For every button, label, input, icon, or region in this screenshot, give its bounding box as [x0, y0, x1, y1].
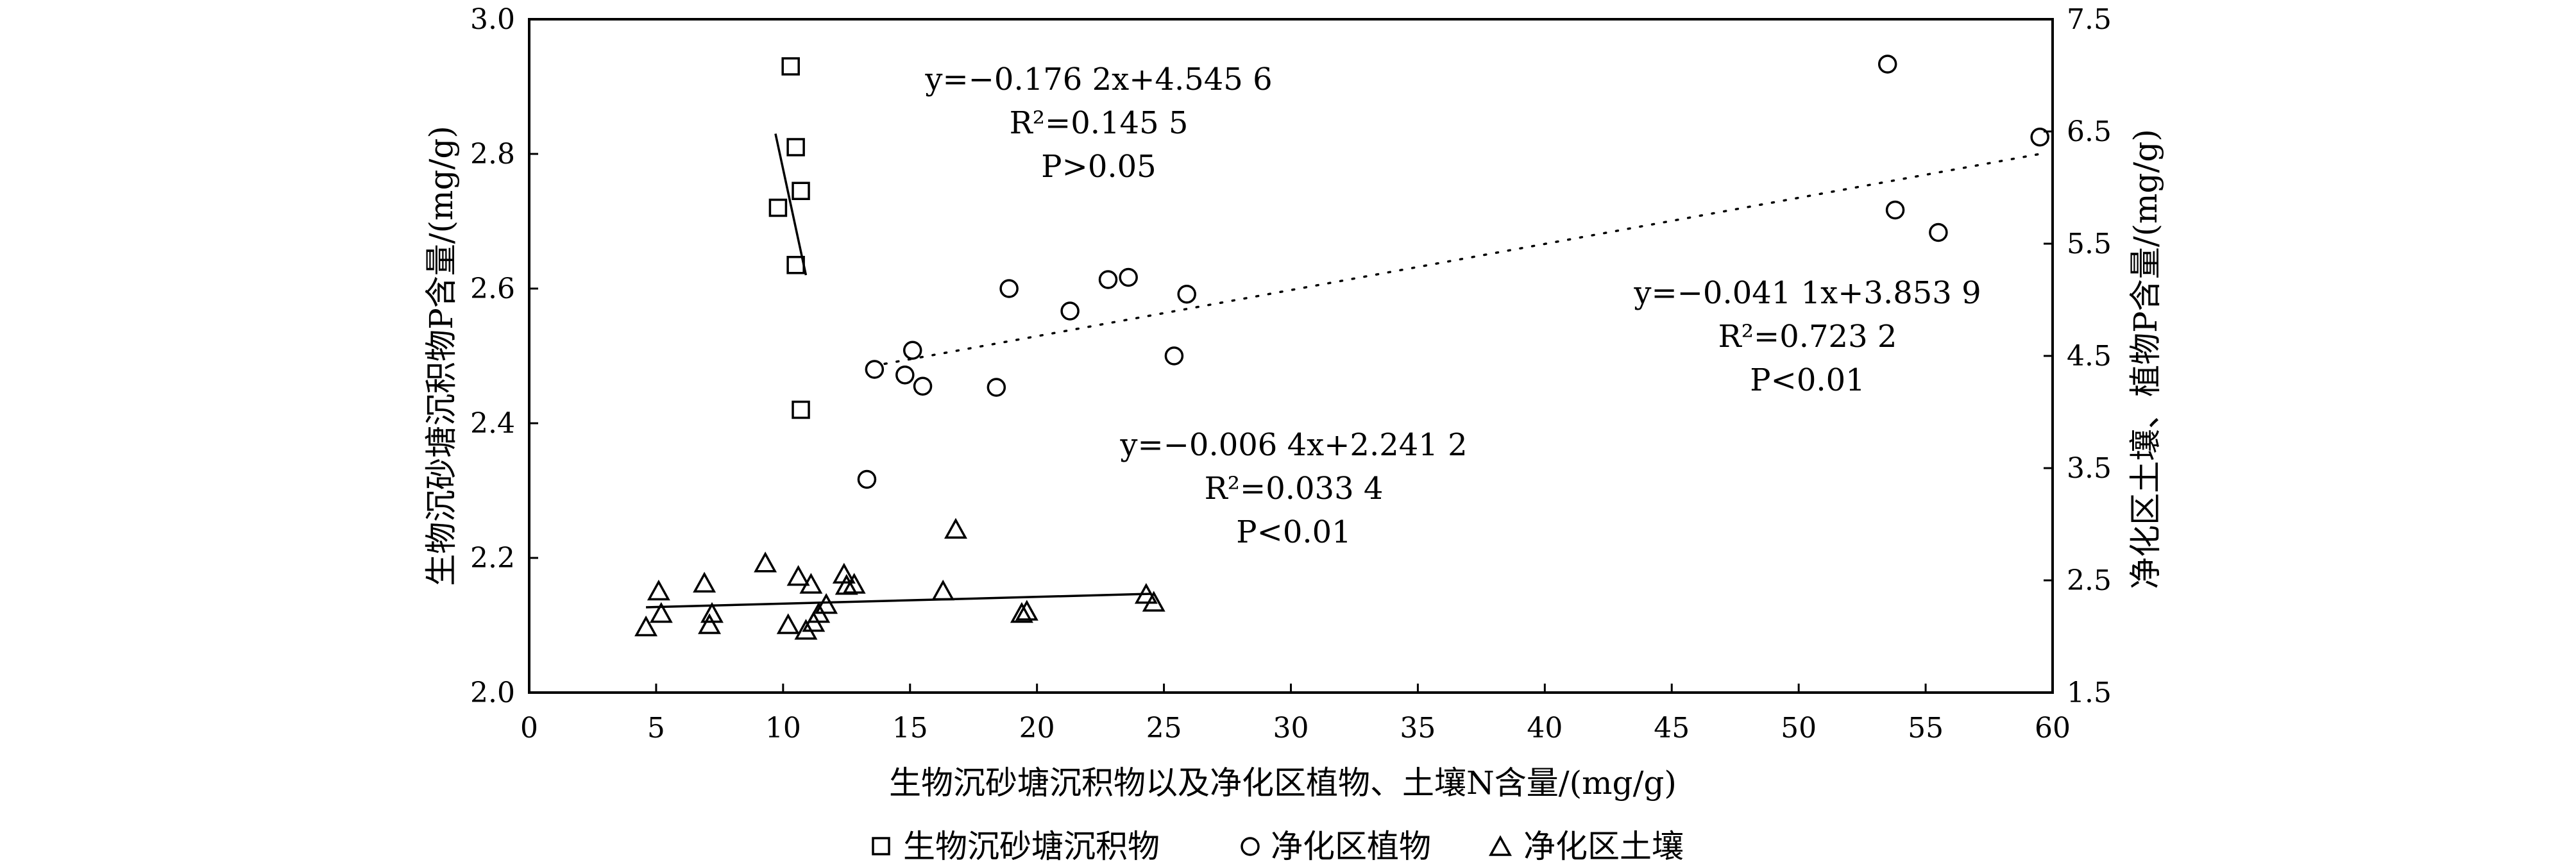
y-right-axis-title: 净化区土壤、植物P含量/(mg/g): [2127, 129, 2164, 589]
y-right-tick-label: 2.5: [2067, 564, 2112, 597]
y-left-tick-label: 2.2: [470, 542, 515, 575]
point-plant: [1877, 55, 1897, 74]
y-left-tick-label: 2.4: [470, 407, 515, 440]
point-sediment: [792, 400, 810, 419]
x-tick-label: 0: [520, 712, 538, 745]
annotation-sediment-equation: y=−0.176 2x+4.545 6: [924, 62, 1272, 97]
point-soil: [647, 579, 670, 601]
legend-square-marker: [872, 837, 890, 855]
y-right-tick-label: 3.5: [2067, 452, 2112, 485]
y-left-tick-label: 2.6: [470, 273, 515, 305]
fit-line-plant: [883, 153, 2041, 366]
x-axis-ticks: 0 5 10 15 20 25 30 35 40 45 50 55 60: [520, 684, 2071, 745]
point-soil: [1015, 600, 1038, 621]
y-left-axis-ticks: 2.0 2.2 2.4 2.6 2.8 3.0: [470, 3, 538, 709]
point-plant: [1060, 301, 1080, 321]
annotation-soil-p: P<0.01: [1236, 514, 1351, 550]
data-points: [634, 55, 2049, 640]
point-soil: [799, 573, 823, 594]
annotation-sediment-fit: y=−0.176 2x+4.545 6 R²=0.145 5 P>0.05: [924, 62, 1272, 185]
point-soil: [1010, 602, 1033, 623]
annotation-soil-equation: y=−0.006 4x+2.241 2: [1119, 427, 1467, 463]
y-left-tick-label: 2.0: [470, 677, 515, 709]
point-soil: [700, 602, 724, 623]
point-sediment: [768, 198, 788, 217]
point-plant: [2030, 128, 2049, 147]
annotation-plant-r2: R²=0.723 2: [1718, 319, 1897, 355]
legend-triangle-marker: [1489, 835, 1512, 856]
x-tick-label: 40: [1527, 712, 1563, 745]
point-plant: [1885, 200, 1905, 220]
point-soil: [634, 615, 658, 637]
x-tick-label: 55: [1908, 712, 1944, 745]
fit-lines: [646, 133, 2041, 609]
point-plant: [1164, 346, 1184, 366]
point-plant: [1098, 270, 1118, 289]
legend-label-sediment: 生物沉砂塘沉积物: [903, 828, 1160, 865]
point-soil: [698, 613, 722, 634]
legend: 生物沉砂塘沉积物 净化区植物 净化区土壤: [872, 828, 1684, 865]
x-tick-label: 30: [1273, 712, 1309, 745]
point-plant: [1177, 285, 1196, 304]
x-tick-label: 50: [1781, 712, 1817, 745]
point-soil: [786, 565, 810, 586]
point-soil: [754, 551, 777, 573]
point-plant: [999, 279, 1019, 298]
point-plant: [902, 341, 922, 360]
point-soil: [815, 593, 838, 614]
x-tick-label: 10: [765, 712, 801, 745]
legend-label-plant: 净化区植物: [1271, 828, 1431, 865]
y-left-axis-title: 生物沉砂塘沉积物P含量/(mg/g): [423, 126, 460, 586]
fit-line-sediment: [774, 133, 808, 276]
legend-circle-marker: [1241, 837, 1260, 856]
point-plant: [865, 360, 885, 379]
x-tick-label: 35: [1400, 712, 1436, 745]
annotation-plant-p: P<0.01: [1750, 362, 1865, 398]
point-plant: [1929, 223, 1948, 242]
y-right-tick-label: 7.5: [2067, 3, 2112, 36]
x-tick-label: 15: [892, 712, 928, 745]
point-plant: [895, 366, 915, 385]
y-left-tick-label: 3.0: [470, 3, 515, 36]
point-sediment: [786, 256, 805, 274]
y-right-tick-label: 6.5: [2067, 115, 2112, 148]
y-right-tick-label: 1.5: [2067, 677, 2112, 709]
y-right-tick-label: 4.5: [2067, 340, 2112, 373]
point-soil: [931, 579, 955, 601]
fit-line-soil: [646, 593, 1151, 609]
point-sediment: [786, 138, 805, 156]
x-tick-label: 5: [647, 712, 665, 745]
annotation-plant-equation: y=−0.041 1x+3.853 9: [1633, 275, 1981, 311]
y-left-tick-label: 2.8: [470, 138, 515, 171]
y-right-tick-label: 5.5: [2067, 228, 2112, 260]
point-soil: [1142, 591, 1165, 612]
point-plant: [987, 378, 1006, 397]
legend-label-soil: 净化区土壤: [1523, 828, 1684, 865]
annotation-sediment-r2: R²=0.145 5: [1010, 105, 1189, 141]
x-tick-label: 20: [1019, 712, 1055, 745]
x-tick-label: 60: [2035, 712, 2071, 745]
annotation-plant-fit: y=−0.041 1x+3.853 9 R²=0.723 2 P<0.01: [1633, 275, 1981, 398]
point-plant: [913, 376, 933, 396]
y-right-axis-ticks: 1.5 2.5 3.5 4.5 5.5 6.5 7.5: [2044, 3, 2112, 709]
x-axis-title: 生物沉砂塘沉积物以及净化区植物、土壤N含量/(mg/g): [889, 764, 1677, 802]
annotation-soil-fit: y=−0.006 4x+2.241 2 R²=0.033 4 P<0.01: [1119, 427, 1467, 550]
plot-area-frame: [528, 18, 2054, 694]
point-plant: [857, 469, 877, 489]
x-tick-label: 25: [1146, 712, 1182, 745]
point-soil: [776, 613, 800, 634]
x-tick-label: 45: [1654, 712, 1690, 745]
point-sediment: [792, 181, 810, 200]
point-soil: [693, 571, 716, 593]
point-sediment: [781, 57, 800, 76]
point-soil: [944, 518, 967, 539]
annotation-sediment-p: P>0.05: [1041, 149, 1156, 185]
annotation-soil-r2: R²=0.033 4: [1205, 471, 1384, 507]
point-soil: [649, 602, 673, 623]
point-soil: [842, 573, 866, 594]
point-soil: [1134, 583, 1158, 604]
point-plant: [1119, 267, 1138, 287]
